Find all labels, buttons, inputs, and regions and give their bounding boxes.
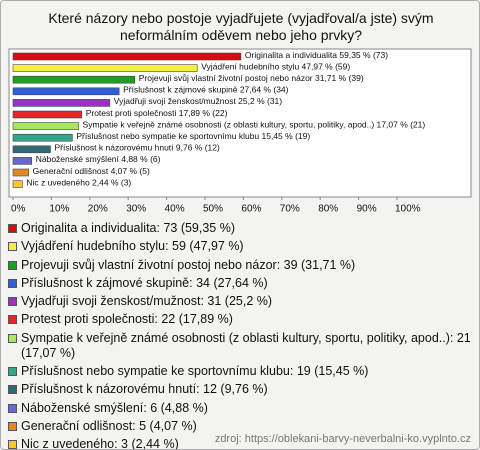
legend-swatch [8,297,17,307]
x-tick-label: 40% [165,204,185,215]
legend-item: Příslušnost k názorovému hnutí: 12 (9,76… [7,382,473,397]
plot-area [8,48,472,198]
legend-item: Příslušnost k zájmové skupině: 34 (27,64… [7,276,473,291]
bar [12,75,136,84]
legend-item: Nic z uvedeného: 3 (2,44 %) [7,437,473,450]
legend-label: Generační odlišnost: 5 (4,07 %) [21,418,197,433]
bar [12,180,23,188]
x-tick-label: 60% [241,204,261,215]
x-tick-label: 70% [280,204,300,215]
legend-swatch [8,367,17,377]
bar [12,168,29,177]
legend-label: Originalita a individualita: 73 (59,35 %… [21,221,236,235]
plot: 0% 10% 20% 30% 40% 50% 60% 70% 80% 90% 100% Origina… [8,48,472,215]
source: zdroj: https://oblekani-barvy-neverbalni… [214,433,471,445]
legend-label: Příslušnost k zájmové skupině: 34 (27,64… [21,275,268,290]
bar [12,145,51,154]
legend-swatch [8,385,17,395]
x-tick-label: 90% [357,204,377,215]
legend-swatch [8,403,17,413]
x-tick-label: 20% [88,204,108,215]
value-label: Příslušnost nebo sympatie ke sportovnímu… [76,131,310,141]
x-tick-label: 10% [49,204,69,215]
legend-item: Originalita a individualita: 73 (59,35 %… [7,221,473,236]
legend-swatch [8,242,17,252]
legend-item: Generační odlišnost: 5 (4,07 %) [7,419,473,434]
value-label: Generační odlišnost 4,07 % (5) [33,166,150,176]
x-tick-label: 100% [395,204,421,215]
legend-item: Projevuji svůj vlastní životní postoj ne… [7,258,473,273]
bar [12,99,111,107]
legend-item: Sympatie k veřejně známé osobnosti (z ob… [7,331,473,361]
value-label: Příslušnost k názorovému hnutí 9,76 % (1… [54,143,220,153]
value-label: Vyjádření hudebního stylu 47,97 % (59) [201,61,350,71]
bar [12,110,82,119]
chart-title: Které názory nebo postoje vyjadřujete (v… [48,10,434,43]
legend-label: Protest proti společnosti: 22 (17,89 %) [21,312,233,327]
value-label: Příslušnost k zájmové skupině 27,64 % (3… [123,85,289,95]
bar [12,87,120,96]
legend-swatch [8,333,17,343]
bar [12,122,79,130]
legend-item: Náboženské smýšlení: 6 (4,88 %) [7,401,473,416]
legend-label: Příslušnost k názorovému hnutí: 12 (9,76… [21,382,268,397]
x-tick-label: 50% [203,204,223,215]
value-label: Sympatie k veřejně známé osobnosti (z ob… [83,119,426,129]
legend-swatch [8,224,17,233]
legend-swatch [8,440,17,449]
value-label: Originalita a individualita 59,35 % (73) [245,50,388,60]
value-label: Vyjadřuji svoji ženskost/mužnost 25,2 % … [114,96,283,106]
legend-label: Nic z uvedeného: 3 (2,44 %) [21,437,179,450]
value-label: Nic z uvedeného 2,44 % (3) [26,177,131,187]
legend: Originalita a individualita: 73 (59,35 %… [7,221,473,450]
legend-label: Sympatie k veřejně známé osobnosti (z ob… [21,330,471,360]
legend-item: Protest proti společnosti: 22 (17,89 %) [7,312,473,327]
x-tick-label: 80% [318,204,338,215]
x-tick-label: 0% [11,204,26,215]
legend-label: Náboženské smýšlení: 6 (4,88 %) [21,400,208,415]
legend-swatch [8,421,17,431]
bar [12,133,73,142]
x-tick-label: 30% [126,204,146,215]
legend-swatch [8,260,17,270]
legend-label: Vyjadřuji svoji ženskost/mužnost: 31 (25… [21,294,273,309]
value-label: Projevuji svůj vlastní životní postoj ne… [139,73,364,83]
bar [12,64,198,72]
legend-swatch [8,315,17,325]
bar [12,52,242,61]
value-label: Náboženské smýšlení 4,88 % (6) [36,154,161,164]
value-label: Protest proti společnosti 17,89 % (22) [86,108,228,118]
bar [12,157,33,165]
legend-item: Vyjadřuji svoji ženskost/mužnost: 31 (25… [7,294,473,309]
legend-swatch [8,278,17,288]
legend-label: Vyjádření hudebního stylu: 59 (47,97 %) [21,239,244,254]
legend-label: Příslušnost nebo sympatie ke sportovnímu… [21,364,369,379]
legend-label: Projevuji svůj vlastní životní postoj ne… [21,257,356,272]
legend-item: Příslušnost nebo sympatie ke sportovnímu… [7,364,473,379]
legend-item: Vyjádření hudebního stylu: 59 (47,97 %) [7,239,473,254]
